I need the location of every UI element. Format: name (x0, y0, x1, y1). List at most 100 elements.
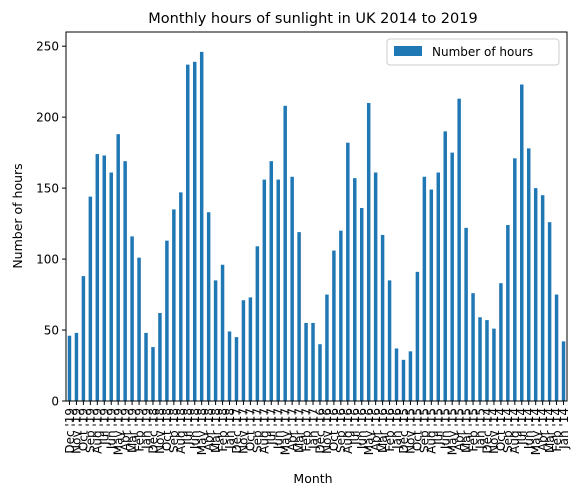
x-tick-label: Apr '19 (118, 408, 132, 451)
x-tick-label: Sep '16 (334, 408, 348, 453)
x-axis-label: Month (293, 471, 332, 486)
x-tick-label: Oct '14 (494, 408, 508, 451)
x-tick-label: Nov '15 (404, 408, 418, 454)
x-tick-label: Nov '17 (237, 408, 251, 454)
x-tick-label: Dec '18 (146, 408, 160, 454)
bar (366, 102, 371, 402)
x-tick-label: Feb '18 (216, 408, 230, 452)
bar (422, 176, 427, 401)
y-axis: 0 50 100 150 200 250 (36, 40, 66, 409)
x-tick-label: Sep '19 (84, 408, 98, 453)
x-tick-label: Feb '16 (383, 408, 397, 452)
bar (533, 188, 538, 401)
x-tick-label: Oct '17 (244, 408, 258, 451)
bar (269, 161, 274, 401)
legend: Number of hours (386, 38, 560, 66)
bar (255, 246, 260, 401)
x-tick-label: Jul '15 (432, 408, 446, 446)
x-tick-label: Jan '15 (473, 408, 487, 450)
y-tick-label: 150 (36, 182, 59, 196)
x-tick-label: Dec '19 (63, 408, 77, 454)
legend-swatch (394, 46, 422, 56)
x-tick-label: May '14 (529, 408, 543, 455)
bar (394, 348, 399, 401)
bar (318, 344, 322, 401)
bar (436, 172, 441, 401)
x-tick-label: Jun '17 (272, 408, 286, 450)
bar (339, 230, 343, 401)
bar (130, 236, 134, 401)
bar (123, 161, 127, 401)
x-tick-label: Apr '18 (202, 408, 216, 451)
x-tick-label: Jul '17 (265, 408, 279, 446)
bar (248, 297, 253, 401)
bar-group (67, 51, 566, 402)
bar (387, 280, 392, 401)
bar (276, 179, 280, 401)
x-tick-label: Aug '15 (425, 408, 439, 454)
x-tick-label: May '15 (445, 408, 459, 455)
bar (520, 84, 524, 401)
bar (262, 179, 267, 401)
bar (102, 155, 107, 401)
x-tick-label: Oct '15 (411, 408, 425, 451)
y-tick-label: 0 (51, 395, 59, 409)
bar (290, 176, 294, 401)
bar (283, 105, 287, 402)
x-tick-label: Aug '18 (174, 408, 188, 454)
x-tick-label: Oct '18 (160, 408, 174, 451)
bar (81, 276, 86, 401)
bar (234, 337, 239, 401)
x-tick-label: Jan '14 (557, 408, 571, 450)
bar (220, 264, 225, 401)
bar (526, 148, 531, 401)
legend-box (386, 38, 560, 66)
x-tick-label: Jan '18 (223, 408, 237, 450)
y-tick-label: 50 (44, 324, 59, 338)
x-tick-label: Mar '18 (209, 408, 223, 453)
x-tick-label: Nov '18 (153, 408, 167, 454)
bar (332, 250, 336, 401)
bar (415, 271, 420, 401)
bar (144, 332, 148, 401)
x-tick-label: Oct '16 (327, 408, 341, 451)
bar (213, 280, 218, 401)
x-tick-label: Jan '19 (139, 408, 153, 450)
x-tick-label: Jul '18 (181, 408, 195, 446)
x-tick-label: May '18 (195, 408, 209, 455)
x-tick-label: Jan '17 (306, 408, 320, 450)
y-tick-label: 250 (36, 40, 59, 54)
x-tick-label: Nov '16 (320, 408, 334, 454)
bar (109, 172, 113, 401)
bar (186, 64, 190, 401)
bar (499, 283, 503, 401)
bar (408, 351, 413, 401)
bar (241, 300, 246, 401)
x-tick-label: Oct '19 (77, 408, 91, 451)
chart-title: Monthly hours of sunlight in UK 2014 to … (148, 11, 477, 27)
x-tick-label: Dec '14 (480, 408, 494, 454)
x-tick-label: Jul '19 (98, 408, 112, 446)
x-tick-label: Aug '16 (341, 408, 355, 454)
bar (199, 51, 204, 402)
x-tick-label: Aug '17 (258, 408, 272, 454)
bar (485, 320, 489, 401)
x-tick-label: Feb '15 (466, 408, 480, 452)
bar (88, 196, 93, 401)
x-tick-label: Aug '14 (508, 408, 522, 454)
x-tick-label: Feb '14 (550, 408, 564, 452)
plot-frame (65, 31, 568, 402)
x-tick-label: Sep '17 (251, 408, 265, 453)
x-tick-label: Sep '14 (501, 408, 515, 453)
x-tick-label: Mar '19 (125, 408, 139, 453)
x-tick-label: Sep '18 (167, 408, 181, 453)
bar (67, 335, 72, 401)
bar (359, 207, 364, 401)
bar (450, 152, 454, 401)
bar (137, 257, 141, 401)
x-tick-label: May '16 (362, 408, 376, 455)
bar (227, 331, 232, 401)
y-tick-label: 200 (36, 111, 59, 125)
x-tick-label: Feb '19 (132, 408, 146, 452)
